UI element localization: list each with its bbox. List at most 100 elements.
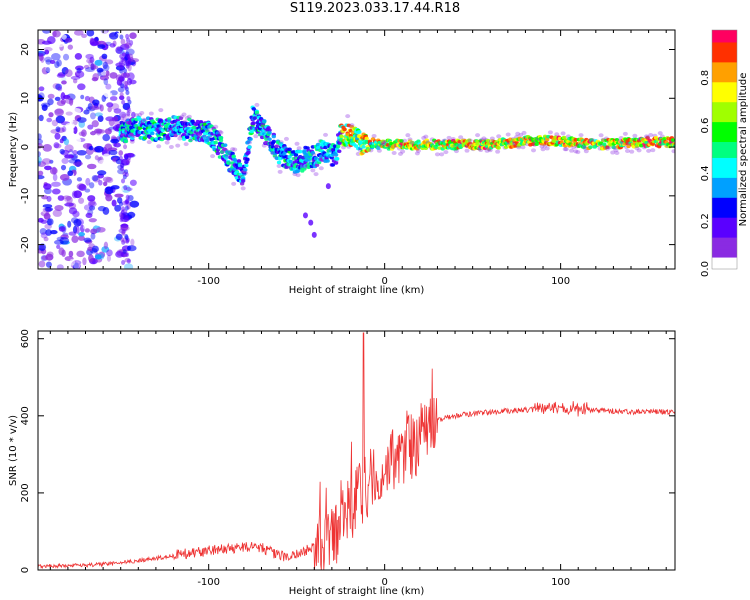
ridge-halo — [671, 149, 675, 154]
noise-blob — [123, 72, 128, 78]
ridge-mark — [645, 136, 650, 140]
colorbar-swatch — [712, 161, 737, 166]
noise-blob — [40, 219, 48, 224]
noise-blob — [78, 183, 87, 191]
ridge-halo — [421, 135, 427, 140]
colorbar-swatch — [712, 109, 737, 115]
noise-blob — [97, 170, 107, 176]
noise-blob — [61, 80, 67, 85]
noise-blob — [118, 155, 123, 161]
noise-blob — [94, 254, 102, 260]
noise-blob — [119, 162, 124, 168]
ridge-mark — [325, 183, 331, 190]
ridge-mark — [531, 142, 536, 146]
colorbar-swatch — [712, 265, 737, 270]
noise-blob — [108, 118, 115, 127]
noise-blob — [55, 41, 65, 48]
ridge-halo — [318, 166, 324, 171]
colorbar-swatch — [712, 85, 737, 91]
noise-blob — [46, 195, 52, 202]
ridge-halo — [575, 150, 581, 155]
noise-blob — [38, 114, 44, 122]
noise-blob — [56, 59, 62, 67]
noise-blob — [95, 129, 106, 134]
noise-blob — [51, 119, 59, 127]
noise-blob — [128, 39, 134, 46]
noise-blob — [71, 235, 79, 243]
ridge-mark — [271, 139, 276, 144]
ridge-mark — [361, 145, 366, 149]
ridge-halo — [629, 149, 635, 154]
noise-blob — [82, 257, 87, 266]
ridge-mark — [293, 153, 299, 157]
noise-blob — [121, 178, 126, 184]
ridge-halo — [578, 133, 584, 138]
noise-blob — [118, 150, 124, 156]
ridge-mark — [325, 159, 330, 163]
ridge-halo — [253, 134, 259, 139]
ridge-halo — [213, 124, 219, 129]
ridge-halo — [453, 149, 459, 154]
colorbar: 0.0 0.2 0.4 0.6 0.8 Normalized spectral ampli… — [700, 29, 749, 277]
noise-blob — [54, 61, 60, 69]
ridge-mark — [261, 123, 266, 128]
ridge-mark — [311, 231, 317, 238]
noise-blob — [80, 126, 87, 131]
colorbar-swatch — [712, 181, 737, 186]
noise-blob — [38, 151, 41, 157]
noise-blob — [106, 249, 113, 257]
noise-blob — [77, 83, 86, 91]
noise-blob — [52, 30, 61, 38]
ridge-halo — [632, 133, 638, 138]
ridge-halo — [634, 146, 640, 151]
ridge-mark — [561, 135, 567, 140]
ridge-halo — [183, 142, 189, 147]
noise-blob — [88, 254, 94, 263]
noise-blob — [67, 220, 72, 228]
x-tick-label: -100 — [197, 276, 220, 287]
noise-blob — [47, 93, 55, 99]
ridge-mark — [295, 169, 301, 173]
noise-blob — [48, 140, 56, 145]
noise-blob — [118, 60, 123, 66]
noise-blob — [68, 207, 78, 215]
ridge-halo — [646, 148, 652, 153]
noise-blob — [78, 197, 85, 204]
ridge-mark — [188, 138, 193, 143]
noise-blob — [67, 183, 73, 188]
noise-blob — [91, 120, 99, 128]
noise-blob — [121, 230, 126, 236]
noise-blob — [119, 34, 124, 40]
ridge-mark — [185, 135, 190, 139]
ridge-mark — [271, 134, 276, 139]
ridge-halo — [240, 186, 246, 191]
noise-blob — [110, 138, 120, 144]
ridge-halo — [254, 102, 260, 107]
noise-blob — [43, 183, 52, 190]
ridge-halo — [119, 116, 125, 121]
ridge-mark — [276, 160, 282, 165]
ridge-mark — [573, 137, 578, 142]
ridge-mark — [223, 143, 228, 147]
noise-blob — [95, 212, 105, 219]
noise-blob — [99, 253, 105, 260]
noise-blob — [61, 126, 67, 133]
noise-blob — [94, 112, 103, 117]
ridge-halo — [614, 151, 620, 156]
ridge-mark — [215, 151, 221, 156]
ridge-mark — [267, 137, 272, 141]
noise-blob — [42, 144, 52, 152]
ridge-mark — [639, 143, 644, 148]
ridge-halo — [217, 129, 223, 134]
noise-blob — [86, 30, 95, 37]
ridge-halo — [423, 134, 429, 139]
colorbar-swatch — [712, 221, 737, 226]
colorbar-label: Normalized spectral amplitude — [738, 73, 749, 227]
noise-blob — [92, 99, 100, 106]
noise-blob — [38, 243, 47, 252]
colorbar-swatch — [712, 45, 737, 51]
ridge-halo — [531, 148, 537, 153]
noise-blob — [55, 126, 61, 133]
colorbar-swatch — [712, 233, 737, 238]
ridge-mark — [329, 155, 335, 160]
